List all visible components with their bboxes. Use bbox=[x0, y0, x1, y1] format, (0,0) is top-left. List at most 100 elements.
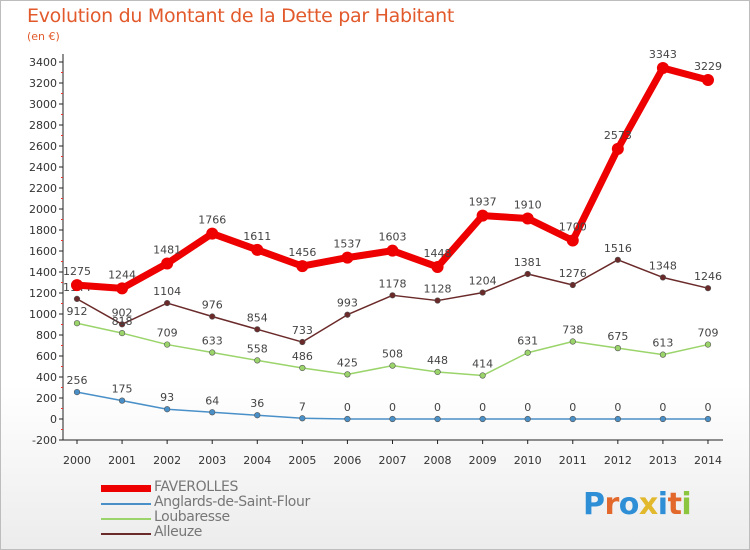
data-label-loubaresse: 558 bbox=[247, 342, 268, 355]
data-point-faverolles bbox=[251, 243, 264, 256]
data-point-loubaresse bbox=[118, 330, 126, 337]
data-point-alleuze bbox=[254, 326, 261, 333]
data-label-loubaresse: 818 bbox=[112, 315, 133, 328]
data-point-loubaresse bbox=[704, 341, 712, 348]
data-point-anglards-de-saint-flour bbox=[389, 415, 396, 423]
data-point-faverolles bbox=[611, 142, 624, 155]
data-point-anglards-de-saint-flour bbox=[569, 415, 576, 423]
legend-item-faverolles: FAVEROLLES bbox=[101, 479, 421, 496]
data-point-loubaresse bbox=[164, 341, 171, 348]
legend-swatch-faverolles bbox=[101, 485, 151, 492]
data-point-loubaresse bbox=[524, 349, 531, 356]
legend: FAVEROLLES Anglards-de-Saint-Flour Louba… bbox=[101, 479, 421, 541]
data-label-faverolles: 1766 bbox=[198, 214, 226, 227]
y-tick-label: 1000 bbox=[29, 308, 57, 321]
data-label-anglards-de-saint-flour: 0 bbox=[704, 401, 711, 414]
data-point-alleuze bbox=[434, 297, 441, 304]
y-tick-label: 2600 bbox=[29, 140, 57, 153]
legend-swatch-alleuze bbox=[101, 533, 151, 535]
x-tick-label: 2006 bbox=[333, 454, 361, 467]
legend-label-loubaresse: Loubaresse bbox=[154, 509, 230, 525]
y-tick-label: -200 bbox=[32, 434, 57, 447]
data-label-faverolles: 1481 bbox=[153, 243, 181, 256]
data-point-anglards-de-saint-flour bbox=[704, 415, 712, 423]
legend-label-alleuze: Alleuze bbox=[154, 524, 203, 540]
data-point-alleuze bbox=[299, 338, 306, 346]
data-point-alleuze bbox=[164, 299, 171, 307]
data-label-anglards-de-saint-flour: 64 bbox=[205, 394, 219, 407]
data-point-faverolles bbox=[566, 234, 579, 247]
data-point-anglards-de-saint-flour bbox=[73, 389, 81, 396]
data-label-anglards-de-saint-flour: 0 bbox=[344, 401, 351, 414]
data-label-loubaresse: 633 bbox=[202, 335, 223, 348]
data-label-faverolles: 3343 bbox=[649, 48, 677, 61]
data-label-faverolles: 1448 bbox=[424, 247, 452, 260]
data-label-faverolles: 3229 bbox=[694, 60, 722, 73]
data-point-alleuze bbox=[614, 256, 621, 263]
data-label-alleuze: 1348 bbox=[649, 259, 677, 272]
data-point-faverolles bbox=[341, 251, 354, 264]
data-label-faverolles: 1700 bbox=[559, 221, 587, 234]
y-tick-label: 2200 bbox=[29, 182, 57, 195]
y-tick-label: 3200 bbox=[29, 77, 57, 90]
legend-swatch-loubaresse bbox=[101, 518, 151, 520]
x-tick-label: 2012 bbox=[604, 454, 632, 467]
data-point-loubaresse bbox=[389, 362, 396, 369]
data-point-loubaresse bbox=[479, 372, 486, 379]
data-label-loubaresse: 425 bbox=[337, 356, 358, 369]
data-label-faverolles: 1603 bbox=[378, 231, 406, 244]
data-label-anglards-de-saint-flour: 0 bbox=[434, 401, 441, 414]
data-point-faverolles bbox=[116, 282, 129, 295]
logo-letter: r bbox=[604, 487, 620, 522]
data-point-loubaresse bbox=[299, 364, 306, 372]
data-label-faverolles: 1910 bbox=[514, 198, 542, 211]
data-point-faverolles bbox=[701, 73, 714, 86]
data-label-alleuze: 733 bbox=[292, 324, 313, 337]
data-label-loubaresse: 675 bbox=[607, 330, 628, 343]
data-point-anglards-de-saint-flour bbox=[209, 409, 216, 416]
x-tick-label: 2000 bbox=[63, 454, 91, 467]
data-label-anglards-de-saint-flour: 0 bbox=[389, 401, 396, 414]
data-point-loubaresse bbox=[209, 349, 216, 356]
data-label-alleuze: 1516 bbox=[604, 242, 632, 255]
data-label-loubaresse: 738 bbox=[562, 324, 583, 337]
y-tick-label: 0 bbox=[50, 413, 57, 426]
legend-item-anglards: Anglards-de-Saint-Flour bbox=[101, 494, 421, 511]
legend-item-alleuze: Alleuze bbox=[101, 524, 421, 541]
data-point-anglards-de-saint-flour bbox=[434, 415, 441, 423]
data-label-anglards-de-saint-flour: 0 bbox=[524, 401, 531, 414]
data-point-anglards-de-saint-flour bbox=[479, 415, 486, 423]
data-point-anglards-de-saint-flour bbox=[254, 412, 261, 419]
data-point-faverolles bbox=[206, 227, 219, 240]
logo-letter: t bbox=[667, 487, 682, 522]
logo-letter: i bbox=[657, 487, 668, 522]
data-label-anglards-de-saint-flour: 175 bbox=[112, 383, 133, 396]
data-label-alleuze: 1246 bbox=[694, 270, 722, 283]
data-point-anglards-de-saint-flour bbox=[299, 415, 306, 422]
data-point-faverolles bbox=[431, 260, 444, 273]
data-label-loubaresse: 448 bbox=[427, 354, 448, 367]
y-tick-label: 1400 bbox=[29, 266, 57, 279]
x-tick-label: 2007 bbox=[378, 454, 406, 467]
data-point-anglards-de-saint-flour bbox=[164, 406, 171, 413]
data-label-anglards-de-saint-flour: 0 bbox=[479, 401, 486, 414]
data-label-anglards-de-saint-flour: 0 bbox=[659, 401, 666, 414]
data-label-anglards-de-saint-flour: 93 bbox=[160, 391, 174, 404]
y-tick-label: 3400 bbox=[29, 56, 57, 69]
data-point-loubaresse bbox=[659, 351, 667, 358]
data-point-alleuze bbox=[524, 270, 531, 278]
data-point-faverolles bbox=[656, 61, 669, 74]
y-tick-label: 3000 bbox=[29, 98, 57, 111]
x-tick-label: 2011 bbox=[559, 454, 587, 467]
x-tick-label: 2014 bbox=[694, 454, 722, 467]
y-tick-label: 1200 bbox=[29, 287, 57, 300]
data-label-alleuze: 993 bbox=[337, 297, 358, 310]
data-point-faverolles bbox=[521, 212, 534, 225]
logo-letter: o bbox=[618, 487, 640, 522]
data-label-loubaresse: 912 bbox=[67, 305, 88, 318]
data-point-loubaresse bbox=[254, 357, 261, 364]
data-point-faverolles bbox=[386, 244, 399, 257]
data-point-alleuze bbox=[118, 321, 126, 328]
y-tick-label: 2000 bbox=[29, 203, 57, 216]
data-label-alleuze: 1381 bbox=[514, 256, 542, 269]
